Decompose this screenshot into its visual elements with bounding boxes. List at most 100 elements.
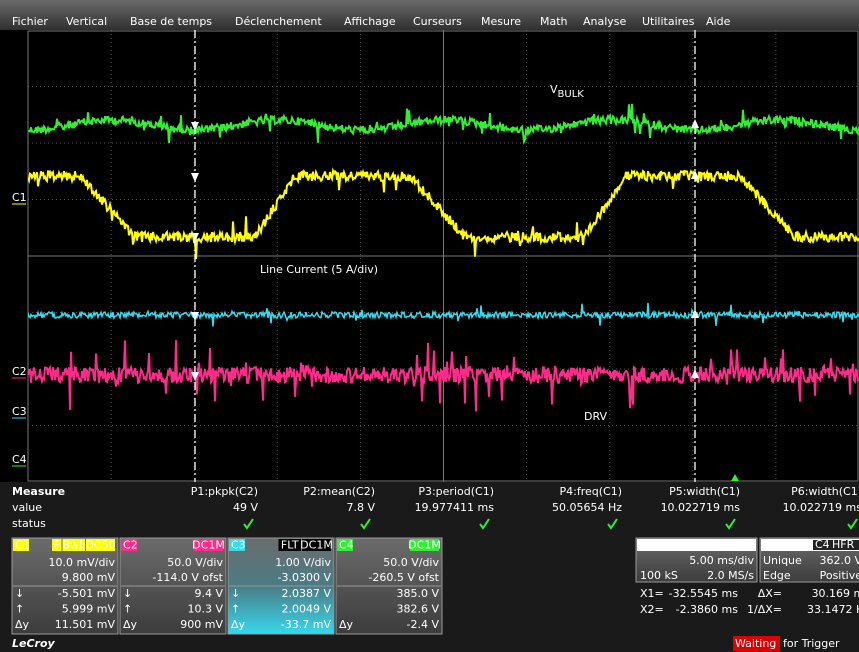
channel-badge — [13, 539, 29, 551]
channel-badge — [229, 539, 245, 551]
menu-item[interactable]: Math — [540, 15, 568, 28]
cursor-marker — [191, 233, 199, 242]
timebase-scale: 5.00 ms/div — [689, 554, 754, 567]
measure-value: 50.05654 Hz — [552, 501, 622, 514]
acq-status: for Trigger — [783, 637, 840, 650]
measure-name[interactable]: P1:pkpk(C2) — [191, 485, 258, 498]
timebase-delay: 17.6 ms — [710, 538, 755, 551]
menu-bar — [0, 0, 859, 30]
menu-item[interactable]: Affichage — [344, 15, 396, 28]
trigger-type: Edge — [763, 569, 791, 582]
menu-item[interactable]: Mesure — [481, 15, 521, 28]
cursor-delta-value: 30.169 ms — [812, 587, 859, 600]
trace-label: VBULK — [550, 83, 584, 100]
status-check — [725, 518, 736, 530]
channel-name: C1 — [15, 539, 30, 552]
measure-name[interactable]: P6:width(C1) — [791, 485, 859, 498]
menu-item[interactable]: Fichier — [12, 15, 48, 28]
measure-title: Measure — [12, 485, 65, 498]
channel-badge — [337, 539, 353, 551]
channel-name: C2 — [123, 539, 138, 552]
channel-scale: 50.0 V/div — [167, 556, 223, 569]
cursor-readout-label: X2= — [640, 603, 664, 616]
menu-item[interactable]: Curseurs — [413, 15, 462, 28]
channel-tag: BwL — [62, 539, 86, 552]
channel-name: C3 — [231, 539, 246, 552]
cursor-marker — [691, 309, 699, 318]
channel-marker: C4 — [12, 453, 27, 466]
cursor-label: ↓ — [15, 587, 24, 600]
cursor-marker — [191, 173, 199, 182]
cursor-label: Δy — [123, 618, 138, 631]
menu-item[interactable]: Déclenchement — [235, 15, 322, 28]
channel-marker: C1 — [12, 191, 27, 204]
cursor-value: 11.501 mV — [55, 618, 116, 631]
menu-item[interactable]: Aide — [706, 15, 731, 28]
channel-tag: DC1M — [300, 539, 333, 552]
cursor-label: Δy — [15, 618, 30, 631]
channel-tag: F — [54, 539, 60, 552]
channel-offset: 9.800 mV — [62, 571, 116, 584]
trace-c4-vbulk — [28, 103, 859, 145]
measure-name[interactable]: P5:width(C1) — [669, 485, 740, 498]
cursor-marker — [191, 372, 199, 381]
cursor-value: 2.0387 V — [281, 587, 331, 600]
trigger-source-bg — [813, 540, 859, 550]
traces — [28, 30, 859, 482]
channel-offset: -114.0 V ofst — [152, 571, 223, 584]
trigger-mode: Unique — [763, 554, 802, 567]
timebase-rate: 2.0 MS/s — [707, 569, 754, 582]
trace-label: Line Current (5 A/div) — [260, 263, 378, 276]
channel-tag-bg — [410, 539, 439, 551]
channel-tag: DC1M — [192, 539, 225, 552]
cursor-label: Δy — [231, 618, 246, 631]
measure-name[interactable]: P3:period(C1) — [418, 485, 494, 498]
menu-item[interactable]: Vertical — [66, 15, 107, 28]
graticule — [27, 30, 859, 482]
measure-name[interactable]: P4:freq(C1) — [559, 485, 622, 498]
cursor-delta-label: ΔX= — [758, 587, 782, 600]
cursor-value: 9.4 V — [194, 587, 223, 600]
channel-badge — [121, 539, 137, 551]
trace-label: DRV — [584, 410, 608, 423]
cursor-readout-label: X1= — [640, 587, 664, 600]
cursor-label: ↓ — [231, 587, 240, 600]
measure-row-label: status — [12, 517, 46, 530]
cursor-delta-value: 33.1472 Hz — [807, 603, 859, 616]
measure-value: 49 V — [233, 501, 258, 514]
cursor-delta-label: 1/ΔX= — [747, 603, 782, 616]
channel-marker: C2 — [12, 365, 27, 378]
channel-tag: FLT — [281, 539, 299, 552]
trigger-slope: Positive — [820, 569, 859, 582]
cursor-readout-value: -2.3860 ms — [676, 603, 739, 616]
cursor-label: ↓ — [123, 587, 132, 600]
trace-c3 — [28, 302, 859, 327]
timebase-header — [637, 539, 756, 551]
timebase-samples: 100 kS — [640, 569, 678, 582]
menu-item[interactable]: Analyse — [583, 15, 627, 28]
trigger-level: 362.0 V — [819, 554, 859, 567]
channel-tag: DC50 — [85, 539, 115, 552]
measure-row-label: value — [12, 501, 42, 514]
trigger-coupling: HFR — [832, 538, 855, 551]
channel-tag-bg — [86, 539, 115, 551]
cursor-value: 5.999 mV — [62, 603, 116, 616]
menu-item[interactable]: Base de temps — [130, 15, 212, 28]
cursor-marker — [191, 312, 199, 321]
cursor-label: ↑ — [231, 603, 240, 616]
measure-value: 7.8 V — [346, 501, 375, 514]
status-check — [479, 518, 490, 530]
channel-offset: -260.5 V ofst — [368, 571, 439, 584]
measure-name[interactable]: P2:mean(C2) — [303, 485, 375, 498]
menu-item[interactable]: Utilitaires — [642, 15, 695, 28]
status-check — [607, 518, 618, 530]
cursor-value: 2.0049 V — [281, 603, 331, 616]
channel-name: C4 — [339, 539, 354, 552]
measure-value: 19.977411 ms — [415, 501, 495, 514]
cursor-value: -2.4 V — [407, 618, 440, 631]
cursor-value: -33.7 mV — [281, 618, 332, 631]
status-highlight — [733, 636, 780, 651]
cursor-label: ↑ — [123, 603, 132, 616]
cursor-value: -5.501 mV — [58, 587, 116, 600]
